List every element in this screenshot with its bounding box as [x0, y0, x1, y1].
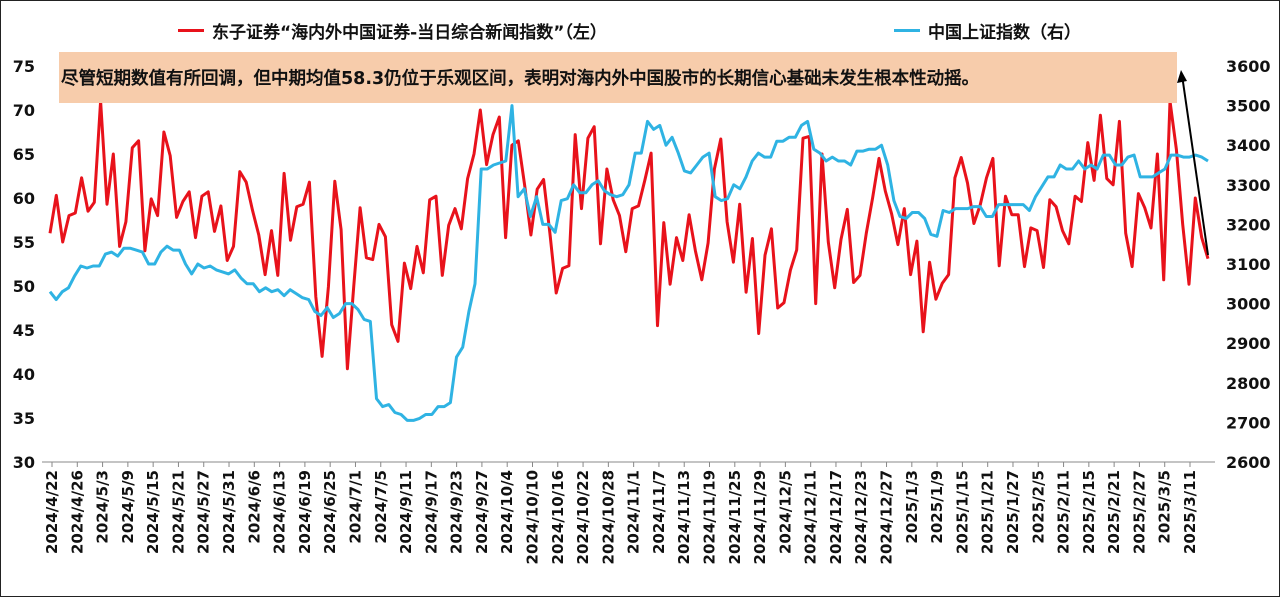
- left-axis-tick-label: 55: [13, 233, 35, 252]
- x-axis-tick-label: 2024/11/29: [751, 470, 769, 564]
- x-axis-tick-label: 2024/11/7: [650, 470, 668, 554]
- x-axis-tick-label: 2024/12/5: [776, 470, 794, 554]
- x-axis-tick-label: 2025/3/11: [1181, 470, 1199, 554]
- x-axis-tick-label: 2024/10/4: [498, 470, 516, 554]
- x-axis-tick-label: 2024/9/27: [473, 470, 491, 554]
- x-axis-tick-label: 2024/12/17: [827, 470, 845, 564]
- x-axis-tick-label: 2025/1/15: [953, 470, 971, 554]
- x-axis-tick-label: 2024/11/1: [625, 470, 643, 554]
- x-axis-tick-label: 2024/6/6: [245, 470, 263, 544]
- x-axis-tick-label: 2025/1/21: [979, 470, 997, 554]
- x-axis-tick-label: 2024/5/3: [94, 470, 112, 544]
- right-axis-tick-label: 3200: [1226, 215, 1271, 234]
- left-axis-tick-label: 35: [13, 409, 35, 428]
- x-axis-tick-label: 2024/9/11: [397, 470, 415, 554]
- x-axis-ticks: 2024/4/22 2024/4/26 2024/5/3 2024/5/9 2024/5…: [43, 462, 1199, 564]
- legend-label: 中国上证指数（右）: [928, 23, 1081, 43]
- x-axis-tick-label: 2024/5/15: [144, 470, 162, 554]
- annotation-text: 尽管短期数值有所回调，但中期均值58.3仍位于乐观区间，表明对海内外中国股市的长…: [61, 69, 980, 89]
- x-axis-tick-label: 2025/2/21: [1105, 470, 1123, 554]
- left-axis-tick-label: 75: [13, 57, 35, 76]
- x-axis-tick-label: 2025/1/27: [1004, 470, 1022, 554]
- right-axis-tick-label: 3400: [1226, 136, 1271, 155]
- x-axis-tick-label: 2025/1/3: [903, 470, 921, 544]
- right-axis-ticks: 2600 2700 2800 2900 3000 3100 3200 3300 3400 3500…: [1226, 57, 1271, 472]
- left-axis-tick-label: 45: [13, 321, 35, 340]
- x-axis-tick-label: 2024/10/28: [599, 470, 617, 564]
- series-lines: [48, 99, 1210, 422]
- left-axis-tick-label: 70: [13, 101, 35, 120]
- right-axis-tick-label: 2800: [1226, 374, 1271, 393]
- annotation-arrow: [1181, 74, 1209, 256]
- x-axis-tick-label: 2024/7/1: [346, 470, 364, 544]
- x-axis-tick-label: 2024/10/22: [574, 470, 592, 564]
- x-axis-tick-label: 2024/12/23: [852, 470, 870, 564]
- right-axis-tick-label: 2700: [1226, 413, 1271, 432]
- x-axis-tick-label: 2025/2/15: [1080, 470, 1098, 554]
- x-axis-tick-label: 2025/2/11: [1055, 470, 1073, 554]
- x-axis-tick-label: 2024/11/25: [726, 470, 744, 564]
- left-axis-tick-label: 40: [13, 365, 35, 384]
- x-axis-tick-label: 2024/7/5: [372, 470, 390, 544]
- x-axis-tick-label: 2024/11/13: [675, 470, 693, 564]
- x-axis-tick-label: 2024/12/27: [878, 470, 896, 564]
- x-axis-tick-label: 2024/10/16: [549, 470, 567, 564]
- right-axis-tick-label: 3600: [1226, 57, 1271, 76]
- left-axis-tick-label: 65: [13, 145, 35, 164]
- x-axis-tick-label: 2025/1/9: [928, 470, 946, 544]
- x-axis-tick-label: 2024/12/11: [802, 470, 820, 564]
- x-axis-tick-label: 2024/6/25: [321, 470, 339, 554]
- x-axis-tick-label: 2024/4/26: [68, 470, 86, 554]
- x-axis-tick-label: 2024/5/9: [119, 470, 137, 544]
- right-axis-tick-label: 3100: [1226, 255, 1271, 274]
- x-axis-tick-label: 2025/3/5: [1156, 470, 1174, 544]
- right-axis-tick-label: 2900: [1226, 334, 1271, 353]
- legend-item-news-index: 东子证券“海内外中国证券-当日综合新闻指数”（左）: [178, 18, 607, 43]
- left-axis-tick-label: 50: [13, 277, 35, 296]
- x-axis-tick-label: 2024/6/13: [271, 470, 289, 554]
- x-axis-tick-label: 2024/4/22: [43, 470, 61, 554]
- left-axis-ticks: 30 35 40 45 50 55 60 65 70 75: [13, 57, 35, 472]
- x-axis-tick-label: 2024/11/19: [701, 470, 719, 564]
- x-axis-tick-label: 2024/10/10: [523, 470, 541, 564]
- right-axis-tick-label: 3500: [1226, 97, 1271, 116]
- x-axis-tick-label: 2024/5/31: [220, 470, 238, 554]
- x-axis-tick-label: 2024/9/23: [448, 470, 466, 554]
- legend-swatch-red: [178, 29, 204, 32]
- x-axis-tick-label: 2025/2/27: [1130, 470, 1148, 554]
- shanghai-index-line: [48, 104, 1209, 422]
- x-axis-tick-label: 2024/9/17: [422, 470, 440, 554]
- annotation-box: 尽管短期数值有所回调，但中期均值58.3仍位于乐观区间，表明对海内外中国股市的长…: [59, 52, 1177, 103]
- legend-item-shanghai-index: 中国上证指数（右）: [894, 18, 1081, 43]
- news-index-line: [48, 99, 1210, 371]
- x-axis-tick-label: 2024/5/27: [195, 470, 213, 554]
- legend-swatch-blue: [894, 29, 920, 32]
- legend-label: 东子证券“海内外中国证券-当日综合新闻指数”（左）: [212, 23, 607, 43]
- left-axis-tick-label: 30: [13, 453, 35, 472]
- x-axis-tick-label: 2024/5/21: [169, 470, 187, 554]
- annotation-arrowhead: [1177, 70, 1187, 83]
- x-axis-tick-label: 2025/2/5: [1029, 470, 1047, 544]
- right-axis-tick-label: 2600: [1226, 453, 1271, 472]
- right-axis-tick-label: 3300: [1226, 176, 1271, 195]
- right-axis-tick-label: 3000: [1226, 295, 1271, 314]
- left-axis-tick-label: 60: [13, 189, 35, 208]
- x-axis-tick-label: 2024/6/19: [296, 470, 314, 554]
